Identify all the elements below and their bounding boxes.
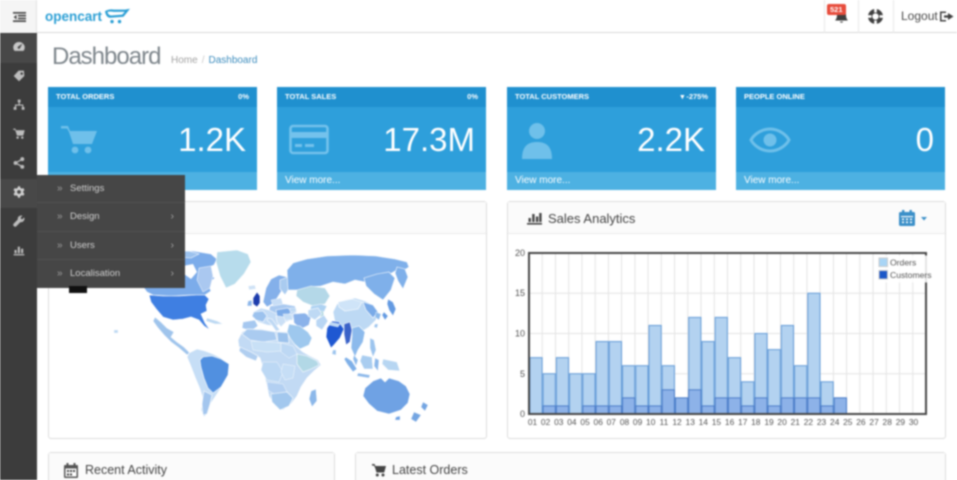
- svg-text:15: 15: [515, 288, 525, 298]
- svg-text:02: 02: [541, 417, 551, 427]
- svg-text:23: 23: [817, 417, 827, 427]
- svg-text:27: 27: [869, 417, 879, 427]
- svg-text:18: 18: [751, 417, 761, 427]
- svg-text:Customers: Customers: [890, 270, 932, 280]
- svg-text:Orders: Orders: [890, 258, 916, 268]
- svg-text:22: 22: [804, 417, 814, 427]
- svg-text:25: 25: [843, 417, 853, 427]
- svg-text:24: 24: [830, 417, 840, 427]
- svg-text:29: 29: [896, 417, 906, 427]
- svg-text:05: 05: [580, 417, 590, 427]
- svg-text:14: 14: [699, 417, 709, 427]
- svg-text:19: 19: [764, 417, 774, 427]
- svg-text:0: 0: [520, 409, 525, 419]
- svg-text:26: 26: [856, 417, 866, 427]
- svg-text:5: 5: [520, 369, 525, 379]
- svg-text:01: 01: [528, 417, 538, 427]
- svg-text:28: 28: [883, 417, 893, 427]
- svg-text:10: 10: [646, 417, 656, 427]
- svg-text:08: 08: [620, 417, 630, 427]
- svg-text:10: 10: [515, 329, 525, 339]
- svg-text:06: 06: [594, 417, 604, 427]
- svg-text:20: 20: [777, 417, 787, 427]
- svg-text:09: 09: [633, 417, 643, 427]
- svg-text:04: 04: [567, 417, 577, 427]
- svg-text:11: 11: [660, 417, 669, 427]
- svg-text:03: 03: [554, 417, 564, 427]
- svg-text:20: 20: [515, 248, 525, 258]
- svg-text:21: 21: [791, 417, 801, 427]
- svg-text:07: 07: [607, 417, 617, 427]
- svg-text:12: 12: [672, 417, 682, 427]
- svg-text:16: 16: [725, 417, 735, 427]
- svg-text:13: 13: [686, 417, 696, 427]
- svg-text:17: 17: [738, 417, 748, 427]
- svg-text:30: 30: [909, 417, 919, 427]
- svg-text:15: 15: [712, 417, 722, 427]
